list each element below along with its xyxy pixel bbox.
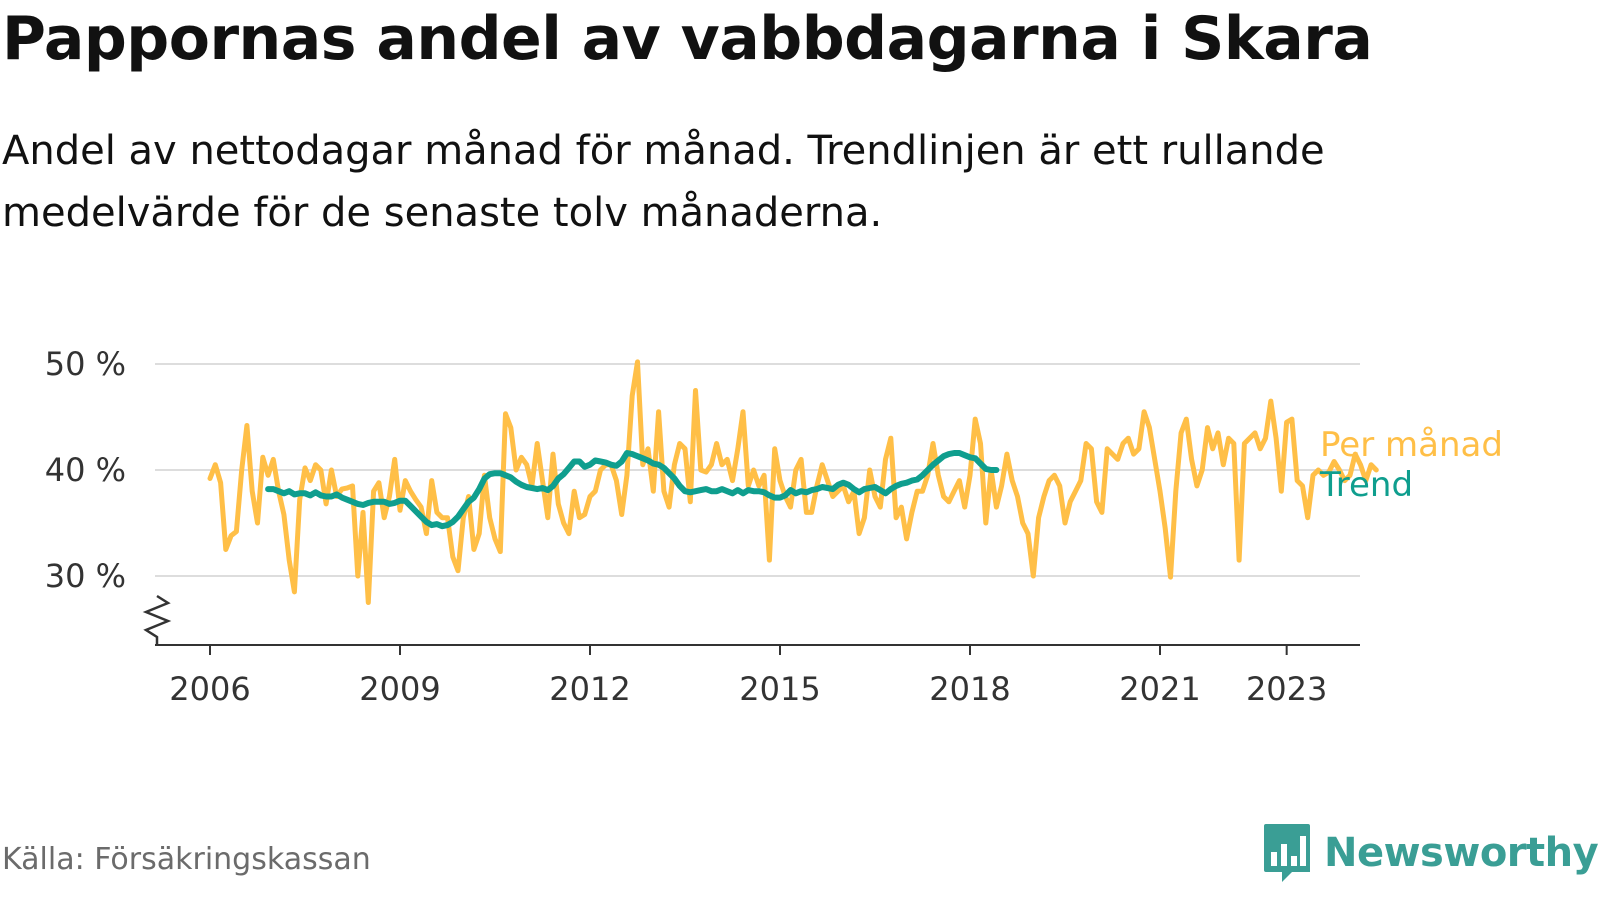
y-tick-label: 50 %: [45, 345, 126, 383]
series-line-per-manad: [207, 359, 1379, 605]
x-tick-label: 2012: [549, 670, 630, 708]
source-note: Källa: Försäkringskassan: [2, 842, 371, 877]
axis-break-icon: [142, 594, 172, 645]
x-tick-label: 2006: [169, 670, 250, 708]
x-tick-label: 2023: [1246, 670, 1327, 708]
brand-name: Newsworthy: [1324, 830, 1599, 876]
bar-chart-speech-bubble-icon: [1264, 824, 1310, 882]
legend-label: Trend: [1319, 465, 1413, 505]
series-line-trend: [265, 450, 1000, 530]
y-tick-label: 40 %: [45, 451, 126, 489]
chart-title: Pappornas andel av vabbdagarna i Skara: [2, 4, 1373, 74]
brand-logo: Newsworthy: [1262, 818, 1599, 888]
x-tick-label: 2021: [1119, 670, 1200, 708]
x-tick-label: 2018: [929, 670, 1010, 708]
axes: 30 % 40 % 50 % 2006 2009 2012 2015 2018 2021 2023: [45, 345, 1360, 708]
series-lines: [207, 359, 1379, 605]
x-tick-label: 2015: [739, 670, 820, 708]
x-tick-label: 2009: [359, 670, 440, 708]
legend-label: Per månad: [1320, 425, 1503, 465]
chart-subtitle: Andel av nettodagar månad för månad. Tre…: [2, 128, 1325, 236]
y-tick-label: 30 %: [45, 557, 126, 595]
